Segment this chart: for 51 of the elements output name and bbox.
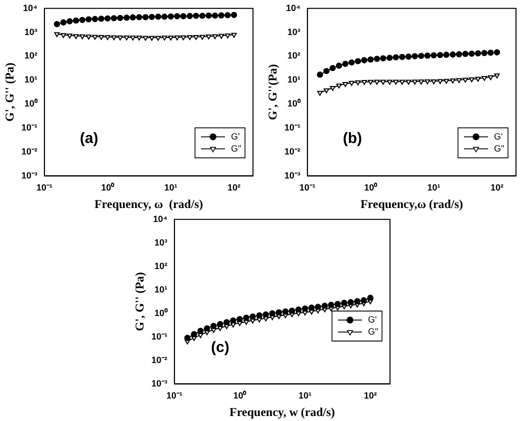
y-tick-label: 10⁻³: [151, 378, 168, 388]
legend-label: G': [231, 131, 240, 142]
x-tick-label: 10⁰: [101, 182, 116, 193]
y-tick-label: 10³: [287, 26, 300, 37]
y-tick-label: 10¹: [24, 74, 38, 85]
x-tick-label: 10¹: [298, 390, 312, 401]
x-tick-label: 10⁰: [364, 182, 378, 193]
x-tick-label: 10²: [227, 182, 240, 193]
x-tick-label: 10⁻¹: [166, 390, 182, 401]
x-tick-label: 10⁻¹: [299, 182, 316, 193]
y-tick-label: 10¹: [154, 284, 168, 294]
y-tick-label: 10⁴: [286, 2, 300, 13]
x-tick-label: 10⁰: [233, 390, 248, 401]
y-tick-label: 10⁻²: [21, 146, 38, 156]
y-tick-label: 10²: [154, 260, 168, 271]
y-tick-label: 10⁻¹: [151, 331, 168, 342]
legend-label: G': [494, 131, 503, 142]
legend-label: G": [368, 326, 378, 337]
y-tick-label: 10⁻³: [21, 170, 38, 180]
annotation: (a): [80, 130, 98, 148]
y-tick-label: 10⁻²: [284, 146, 300, 156]
y-tick-label: 10⁰: [154, 308, 168, 318]
y-axis-title: G', G'' (Pa): [132, 272, 146, 332]
y-tick-label: 10²: [287, 50, 300, 61]
y-tick-label: 10³: [154, 237, 168, 248]
legend-label: G": [231, 143, 242, 154]
y-tick-label: 10⁴: [152, 214, 168, 224]
y-tick-label: 10⁻³: [284, 170, 300, 180]
x-tick-label: 10²: [364, 390, 377, 401]
y-tick-label: 10³: [24, 26, 38, 37]
y-tick-label: 10⁰: [287, 98, 302, 109]
x-axis-title: Frequency,ω (rad/s): [360, 196, 463, 211]
y-tick-label: 10⁻²: [151, 354, 168, 365]
y-tick-label: 10⁻¹: [284, 122, 300, 132]
y-tick-label: 10¹: [287, 74, 300, 85]
annotation: (b): [342, 130, 362, 148]
legend-label: G": [494, 143, 504, 154]
x-tick-label: 10¹: [164, 182, 178, 193]
x-axis-title: Frequency, w (rad/s): [229, 404, 335, 419]
x-tick-label: 10¹: [427, 182, 440, 193]
annotation: (c): [211, 338, 230, 356]
y-axis-title: G', G'' (Pa): [2, 62, 16, 122]
y-tick-label: 10⁻¹: [21, 122, 38, 132]
x-axis-title: Frequency, ω (rad/s): [94, 196, 203, 211]
x-tick-label: 10⁻¹: [36, 182, 52, 193]
y-axis-title: G', G''(Pa): [265, 64, 280, 120]
x-tick-label: 10²: [490, 182, 504, 193]
y-tick-label: 10²: [24, 50, 38, 61]
y-tick-label: 10⁴: [22, 2, 38, 13]
legend-label: G': [368, 314, 377, 325]
y-tick-label: 10⁰: [24, 98, 38, 109]
